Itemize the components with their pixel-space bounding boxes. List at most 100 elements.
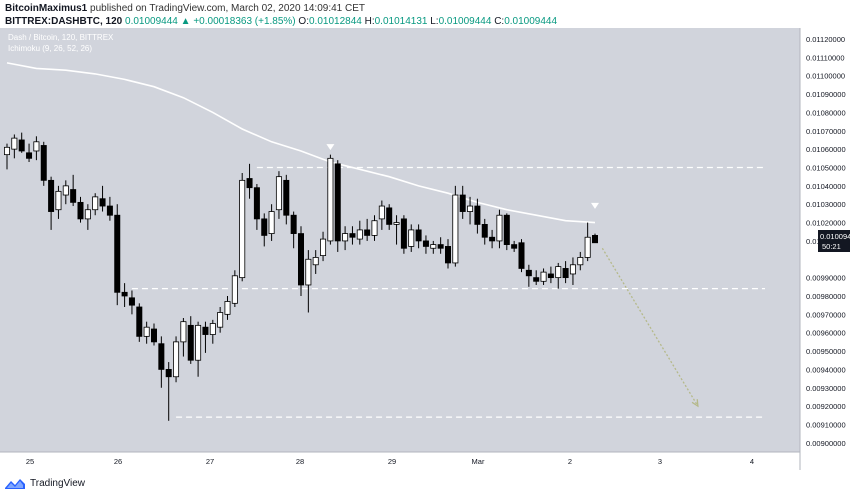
candle-51: [378, 200, 385, 230]
candle-body: [562, 268, 569, 279]
published-text: published on TradingView.com, March 02, …: [90, 3, 366, 14]
candle-body: [312, 257, 319, 266]
candle-body: [481, 223, 488, 238]
candle-body: [106, 205, 113, 216]
candle-body: [393, 222, 400, 225]
price-tick-label: 0.00980000: [806, 292, 846, 301]
candle-body: [467, 205, 474, 212]
candle-body: [18, 139, 25, 152]
time-tick-label: 25: [26, 457, 34, 466]
price-tick-label: 0.01120000: [806, 35, 845, 44]
time-tick-label: 27: [206, 457, 214, 466]
candle-65: [481, 218, 488, 245]
plot-background: [0, 28, 800, 452]
candles-group: [4, 132, 599, 421]
low-value: 0.01009444: [438, 16, 492, 27]
candle-body: [275, 176, 282, 211]
candle-63: [467, 196, 474, 225]
candle-39: [290, 211, 297, 249]
candle-body: [26, 152, 33, 159]
candle-59: [437, 237, 444, 254]
candle-76: [562, 261, 569, 284]
candle-67: [496, 209, 503, 249]
candle-53: [393, 215, 400, 245]
candle-78: [577, 251, 584, 271]
projection-arrow: [601, 247, 699, 408]
candle-body: [217, 312, 224, 328]
candle-body: [540, 271, 547, 282]
candle-54: [400, 215, 407, 254]
candle-12: [92, 193, 99, 216]
current-price-badge-bg: [818, 230, 850, 252]
low-label: L:: [430, 16, 439, 27]
candle-body: [150, 328, 157, 343]
candle-body: [290, 214, 297, 234]
candle-body: [577, 257, 584, 266]
price-axis-ticks: 0.01120000 0.01110000 0.01100000 0.01090000…: [806, 35, 846, 448]
price-tick-label: 0.01090000: [806, 90, 846, 99]
candle-9: [70, 174, 77, 207]
candle-body: [555, 266, 562, 279]
candle-20: [150, 323, 157, 346]
candle-body: [584, 236, 591, 258]
candle-body: [503, 214, 510, 245]
candle-body: [173, 341, 180, 378]
candle-48: [356, 220, 363, 245]
candle-body: [246, 178, 253, 189]
markers-group: [326, 144, 599, 209]
author-name[interactable]: BitcoinMaximus1: [5, 3, 88, 14]
price-tick-label: 0.01080000: [806, 108, 846, 117]
candlestick-chart[interactable]: Dash / Bitcoin, 120, BITTREX Ichimoku (9…: [0, 28, 850, 470]
candle-body: [305, 258, 312, 286]
candle-46: [342, 226, 349, 251]
candle-70: [518, 239, 525, 273]
candle-57: [422, 235, 429, 254]
candle-3: [26, 143, 33, 162]
candle-4: [33, 136, 40, 161]
candle-8: [62, 180, 69, 205]
time-tick-label: 26: [114, 457, 122, 466]
candle-6: [48, 176, 55, 230]
candle-body: [99, 198, 106, 207]
price-tick-label: 0.00910000: [806, 420, 846, 429]
candle-13: [99, 185, 106, 212]
candle-body: [195, 324, 202, 361]
chart-area[interactable]: Dash / Bitcoin, 120, BITTREX Ichimoku (9…: [0, 28, 850, 470]
publish-line: BitcoinMaximus1 published on TradingView…: [5, 2, 365, 15]
tradingview-brand[interactable]: TradingView: [30, 477, 86, 489]
price-tick-label: 0.00940000: [806, 365, 846, 374]
legend-symbol: Dash / Bitcoin, 120, BITTREX: [8, 33, 114, 42]
projection-arrow-head: [691, 399, 699, 408]
candle-body: [430, 244, 437, 249]
candle-68: [503, 213, 510, 251]
price-tick-label: 0.01100000: [806, 72, 845, 81]
time-tick-label: Mar: [472, 457, 485, 466]
candle-body: [92, 196, 99, 211]
candle-61: [452, 185, 459, 267]
candle-body: [320, 238, 327, 257]
price-tick-label: 0.00960000: [806, 329, 846, 338]
candle-14: [106, 196, 113, 221]
candle-body: [364, 229, 371, 236]
candle-body: [297, 233, 304, 286]
candle-40: [297, 226, 304, 296]
candle-73: [540, 268, 547, 285]
chart-header: BitcoinMaximus1 published on TradingView…: [5, 0, 845, 30]
time-axis-ticks: 25 26 27 28 29 Mar 2 3 4: [26, 457, 754, 466]
candle-41: [305, 250, 312, 313]
candle-body: [371, 220, 378, 236]
candle-74: [547, 266, 554, 284]
high-value: 0.01014131: [374, 16, 428, 27]
high-label: H:: [364, 16, 375, 27]
candle-body: [62, 185, 69, 196]
candle-30: [224, 295, 231, 320]
candle-body: [327, 157, 334, 242]
candle-7: [55, 185, 62, 219]
time-tick-label: 4: [750, 457, 754, 466]
candle-body: [525, 269, 532, 277]
candle-body: [415, 229, 422, 242]
price-tick-label: 0.00930000: [806, 384, 846, 393]
candle-body: [496, 214, 503, 242]
candle-body: [224, 301, 231, 315]
candle-80: [592, 233, 599, 244]
